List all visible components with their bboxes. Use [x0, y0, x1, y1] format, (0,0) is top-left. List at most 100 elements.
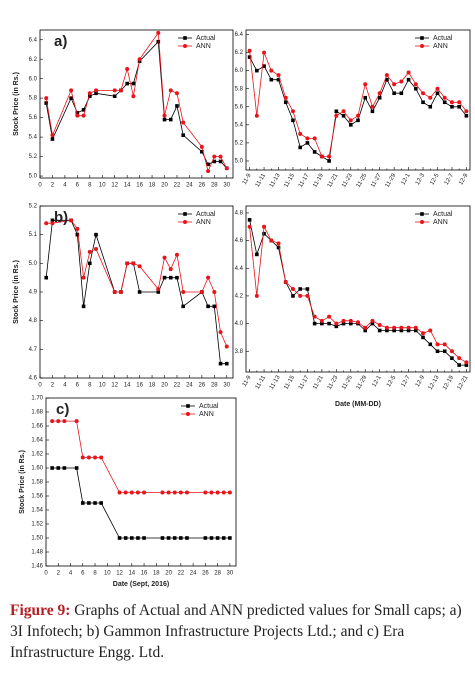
point — [172, 490, 177, 495]
point — [174, 252, 179, 257]
x-tick-label: 11-13 — [269, 172, 282, 188]
point — [406, 70, 411, 75]
y-tick-label: 6.0 — [29, 76, 38, 82]
point — [312, 321, 317, 326]
point — [464, 114, 469, 118]
point — [464, 363, 469, 367]
point — [450, 104, 454, 109]
x-tick-label: 6 — [76, 183, 80, 189]
x-tick-label: 11-25 — [341, 374, 354, 390]
point — [212, 159, 217, 164]
point — [87, 91, 92, 96]
x-tick-label: 11-21 — [312, 374, 325, 390]
point — [276, 73, 281, 78]
point — [185, 536, 189, 540]
point — [206, 162, 210, 167]
point — [327, 321, 331, 326]
x-tick-label: 12-5 — [429, 172, 441, 186]
x-tick-label: 11-9 — [242, 374, 253, 388]
x-tick-label: 11-27 — [370, 172, 383, 188]
x-tick-label: 28 — [211, 183, 218, 189]
x-tick-label: 11-23 — [327, 374, 340, 390]
point — [370, 321, 375, 326]
x-axis-label: Date (Sept, 2016) — [113, 581, 169, 588]
x-tick-label: 30 — [227, 571, 234, 577]
point — [320, 321, 324, 326]
point — [319, 318, 324, 323]
point — [117, 490, 122, 495]
point — [442, 100, 447, 105]
y-tick-label: 5.1 — [29, 232, 38, 238]
point — [135, 490, 140, 495]
point — [215, 490, 220, 495]
series-line — [45, 40, 228, 169]
point — [156, 287, 161, 292]
point — [421, 91, 426, 96]
point — [319, 154, 324, 159]
point — [50, 221, 55, 226]
point — [117, 536, 122, 540]
y-tick-label: 5.2 — [29, 204, 38, 210]
point — [203, 536, 208, 540]
point — [377, 91, 382, 96]
x-tick-label: 22 — [174, 183, 181, 189]
point — [168, 267, 173, 272]
point — [255, 252, 259, 257]
x-tick-label: 11-11 — [255, 374, 268, 390]
x-tick-label: 0 — [44, 571, 48, 577]
x-tick-label: 11-29 — [385, 172, 398, 188]
point — [184, 490, 189, 495]
point — [179, 536, 183, 540]
y-tick-label: 6.0 — [235, 68, 244, 74]
x-tick-label: 11-29 — [356, 374, 369, 390]
point — [247, 48, 252, 53]
y-tick-label: 5.0 — [29, 261, 38, 267]
point — [363, 328, 368, 333]
point — [162, 117, 167, 122]
x-tick-label: 12-7 — [444, 172, 456, 186]
point — [247, 224, 252, 229]
x-tick-label: 14 — [128, 571, 135, 577]
point — [94, 232, 98, 237]
point — [88, 261, 92, 266]
point — [348, 318, 353, 323]
x-tick-label: 12-1 — [372, 374, 384, 388]
y-axis-label: Stock Price (in Rs.) — [19, 450, 26, 514]
x-tick-label: 8 — [93, 571, 97, 577]
point — [156, 39, 161, 44]
point — [384, 325, 389, 330]
point — [69, 88, 74, 93]
point — [50, 133, 55, 138]
x-axis-label: Date (MM-DD) — [335, 401, 381, 408]
x-tick-label: 11-11 — [255, 172, 268, 188]
legend-label: Actual — [433, 211, 453, 218]
point — [305, 293, 310, 298]
point — [50, 466, 54, 470]
y-tick-label: 6.2 — [235, 50, 244, 56]
point — [341, 114, 346, 118]
point — [341, 321, 346, 326]
x-tick-label: 2 — [51, 383, 55, 389]
point — [206, 275, 211, 280]
x-tick-label: 8 — [88, 183, 92, 189]
point — [123, 490, 128, 495]
point — [298, 293, 303, 298]
x-tick-label: 26 — [199, 383, 206, 389]
y-tick-label: 4.9 — [29, 290, 38, 296]
point — [356, 118, 360, 123]
point — [435, 86, 440, 91]
x-tick-label: 30 — [223, 383, 230, 389]
point — [327, 314, 332, 319]
legend-marker — [186, 412, 190, 416]
point — [94, 91, 98, 96]
point — [206, 169, 211, 174]
point — [413, 82, 418, 87]
x-tick-label: 24 — [186, 183, 193, 189]
point — [181, 304, 185, 309]
y-tick-label: 5.4 — [29, 135, 38, 141]
point — [269, 77, 274, 82]
point — [99, 501, 103, 505]
series-line — [45, 219, 227, 365]
x-tick-label: 4 — [69, 571, 73, 577]
point — [298, 287, 302, 291]
